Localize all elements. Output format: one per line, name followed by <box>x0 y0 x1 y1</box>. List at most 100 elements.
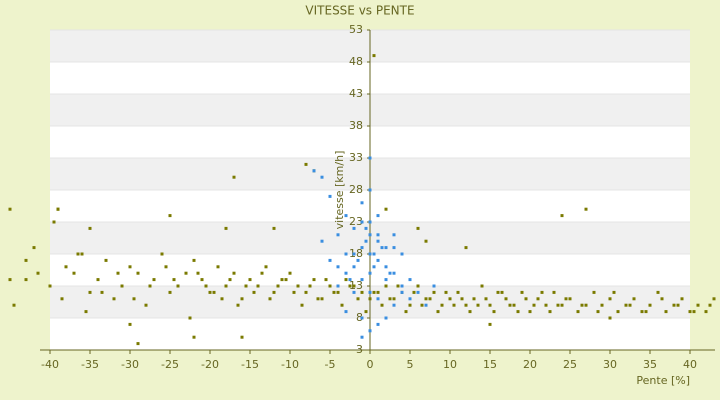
point <box>528 310 532 314</box>
point <box>656 290 660 294</box>
x-tick-label: 15 <box>483 358 497 371</box>
point <box>392 271 396 275</box>
point <box>344 252 348 256</box>
point <box>344 278 348 282</box>
point <box>144 303 148 307</box>
point <box>696 303 700 307</box>
point <box>304 162 308 166</box>
point <box>324 278 328 282</box>
point <box>376 239 380 243</box>
point <box>376 290 380 294</box>
point <box>488 322 492 326</box>
x-tick-label: 0 <box>367 358 374 371</box>
point <box>608 316 612 320</box>
point <box>432 290 436 294</box>
point <box>492 310 496 314</box>
y-tick-label: 38 <box>349 119 363 132</box>
point <box>272 226 276 230</box>
point <box>376 322 380 326</box>
point <box>472 297 476 301</box>
point <box>320 297 324 301</box>
point <box>312 169 316 173</box>
point <box>464 303 468 307</box>
point <box>340 303 344 307</box>
point <box>336 290 340 294</box>
point <box>688 310 692 314</box>
point <box>384 265 388 269</box>
point <box>352 265 356 269</box>
point <box>56 207 60 211</box>
point <box>292 290 296 294</box>
x-tick-label: -25 <box>161 358 179 371</box>
point <box>76 252 80 256</box>
point <box>332 290 336 294</box>
point <box>256 284 260 288</box>
y-tick-label: 53 <box>349 23 363 36</box>
point <box>644 310 648 314</box>
point <box>200 278 204 282</box>
y-axis-label: vitesse [km/h] <box>333 151 346 230</box>
point <box>548 310 552 314</box>
point <box>368 271 372 275</box>
point <box>260 271 264 275</box>
point <box>544 303 548 307</box>
point <box>368 290 372 294</box>
point <box>660 297 664 301</box>
point <box>384 284 388 288</box>
point <box>540 290 544 294</box>
point <box>360 316 364 320</box>
point <box>612 290 616 294</box>
point <box>348 284 352 288</box>
point <box>368 329 372 333</box>
point <box>328 194 332 198</box>
point <box>184 271 188 275</box>
point <box>48 284 52 288</box>
point <box>388 297 392 301</box>
point <box>360 290 364 294</box>
point <box>88 226 92 230</box>
y-tick-label: 48 <box>349 55 363 68</box>
point <box>524 297 528 301</box>
point <box>368 156 372 160</box>
point <box>404 310 408 314</box>
point <box>224 226 228 230</box>
point <box>408 278 412 282</box>
point <box>192 258 196 262</box>
point <box>352 290 356 294</box>
point <box>424 303 428 307</box>
point <box>240 297 244 301</box>
point <box>368 188 372 192</box>
point <box>680 297 684 301</box>
point <box>412 290 416 294</box>
point <box>444 290 448 294</box>
point <box>364 226 368 230</box>
point <box>592 290 596 294</box>
x-tick-label: 10 <box>443 358 457 371</box>
point <box>396 284 400 288</box>
point <box>576 310 580 314</box>
point <box>8 278 12 282</box>
point <box>560 214 564 218</box>
point <box>384 207 388 211</box>
x-tick-label: -35 <box>81 358 99 371</box>
point <box>116 271 120 275</box>
point <box>420 303 424 307</box>
x-axis-label: Pente [%] <box>636 374 690 387</box>
x-tick-label: 30 <box>603 358 617 371</box>
point <box>456 290 460 294</box>
point <box>640 310 644 314</box>
point <box>436 310 440 314</box>
point <box>488 303 492 307</box>
point <box>512 303 516 307</box>
point <box>616 310 620 314</box>
point <box>648 303 652 307</box>
point <box>32 246 36 250</box>
point <box>176 284 180 288</box>
point <box>676 303 680 307</box>
point <box>196 271 200 275</box>
point <box>336 233 340 237</box>
point <box>212 290 216 294</box>
point <box>584 303 588 307</box>
point <box>240 335 244 339</box>
y-tick-label: 3 <box>356 343 363 356</box>
